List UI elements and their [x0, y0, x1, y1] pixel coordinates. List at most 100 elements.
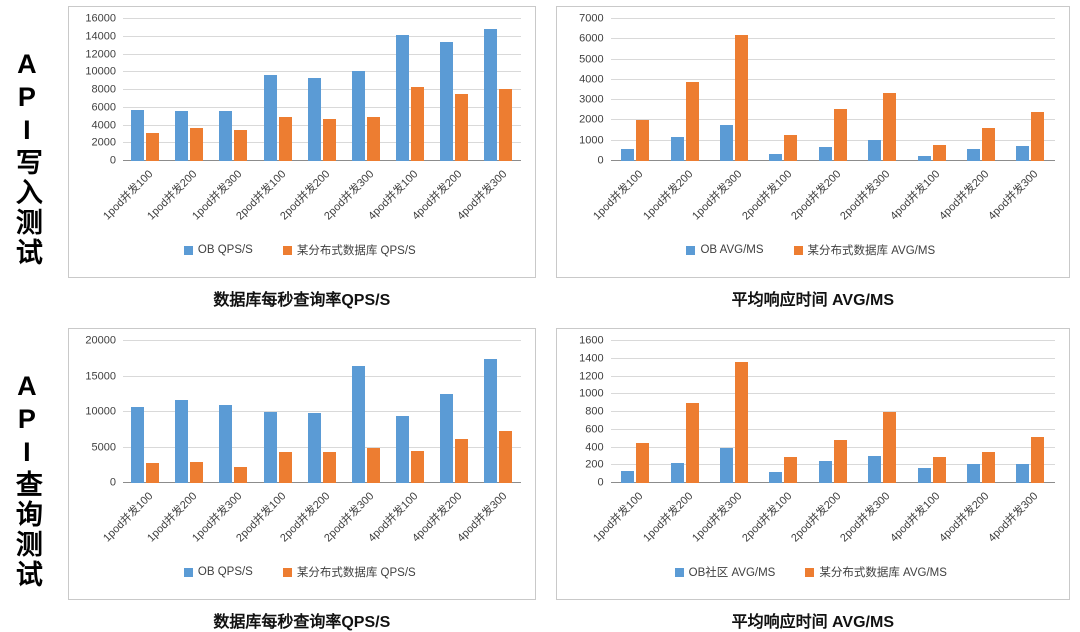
- bar-group: [344, 19, 388, 161]
- legend-swatch: [282, 245, 292, 255]
- legend: OB社区 AVG/MS 某分布式数据库 AVG/MS: [567, 561, 1055, 583]
- bar-group: [808, 341, 857, 483]
- bar-group: [344, 341, 388, 483]
- plot-area: [610, 340, 1055, 483]
- bar: [455, 94, 469, 161]
- bar: [263, 74, 277, 161]
- bar-group: [808, 19, 857, 161]
- y-tick-label: 1000: [579, 387, 604, 400]
- y-tick-label: 0: [597, 154, 604, 167]
- chart-block-query-avg: 0 200 400 600 800 1000 1200 1400 1600 1pod并发100 1…: [555, 328, 1070, 632]
- legend-label: 某分布式数据库 QPS/S: [296, 567, 416, 579]
- y-axis: 0 2000 4000 6000 8000 10000 12000 14000 16000: [79, 13, 123, 166]
- y-tick-label: 1200: [579, 370, 604, 382]
- gridline: [610, 464, 1055, 466]
- legend-swatch: [686, 245, 696, 255]
- gridline: [610, 357, 1055, 359]
- bar-group: [857, 19, 906, 161]
- gridline: [123, 71, 521, 73]
- bar: [868, 139, 882, 161]
- bar: [735, 35, 749, 161]
- legend-item: OB AVG/MS: [686, 244, 764, 256]
- legend-label: OB AVG/MS: [700, 244, 764, 256]
- bar: [351, 71, 365, 161]
- chart-title-write-avg: 平均响应时间 AVG/MS: [731, 292, 894, 309]
- legend-label: OB社区 AVG/MS: [688, 567, 776, 579]
- legend-swatch: [183, 245, 193, 255]
- bar: [278, 116, 292, 161]
- gridline: [610, 18, 1055, 19]
- gridlines: [123, 18, 521, 161]
- legend-label: OB QPS/S: [197, 566, 253, 578]
- gridline: [123, 53, 521, 55]
- y-tick-label: 16000: [85, 12, 116, 25]
- gridline: [610, 375, 1055, 377]
- x-axis-labels: 1pod并发100 1pod并发200 1pod并发300 2pod并发100 2pod…: [592, 483, 1055, 561]
- bar: [411, 87, 425, 161]
- gridline: [610, 38, 1055, 40]
- bar-group: [167, 341, 211, 483]
- bar-group: [1006, 19, 1055, 161]
- y-tick-label: 0: [597, 476, 604, 489]
- bar: [981, 127, 995, 161]
- bar: [307, 413, 321, 483]
- chart-title-write-qps: 数据库每秒查询率QPS/S: [213, 292, 391, 309]
- x-axis-label: 1pod并发100: [591, 168, 646, 223]
- x-cell: 4pod并发300: [987, 161, 1055, 239]
- bar: [818, 146, 832, 161]
- x-axis-label: 1pod并发100: [591, 490, 646, 545]
- y-tick-label: 14000: [85, 30, 116, 43]
- y-tick-label: 600: [585, 423, 604, 436]
- legend-label: 某分布式数据库 QPS/S: [296, 245, 416, 257]
- bar-group: [907, 341, 956, 483]
- bar: [190, 462, 204, 483]
- bar: [440, 394, 454, 483]
- y-tick-label: 4000: [91, 119, 116, 131]
- gridlines: [123, 340, 521, 483]
- y-tick-label: 10000: [85, 65, 116, 78]
- bar-group: [907, 19, 956, 161]
- bar-group: [256, 19, 300, 161]
- gridline: [610, 482, 1055, 483]
- bar-groups: [123, 19, 521, 161]
- bar: [263, 412, 277, 483]
- bar-group: [256, 341, 300, 483]
- bar: [175, 399, 189, 483]
- bar-group: [123, 341, 167, 483]
- bar: [146, 132, 160, 161]
- row-label-api-query-test: API查询测试: [11, 370, 42, 590]
- y-tick-label: 5000: [579, 53, 604, 66]
- y-tick-label: 200: [585, 458, 604, 471]
- gridline: [610, 393, 1055, 395]
- y-tick-label: 12000: [85, 48, 116, 60]
- legend-item: OB QPS/S: [183, 566, 253, 578]
- y-tick-label: 0: [109, 476, 116, 489]
- bar-group: [300, 341, 344, 483]
- y-axis: 0 200 400 600 800 1000 1200 1400 1600: [567, 335, 611, 488]
- bar: [366, 448, 380, 483]
- bar: [440, 42, 454, 161]
- y-axis: 0 1000 2000 3000 4000 5000 6000 7000: [567, 13, 611, 166]
- bar: [621, 471, 635, 483]
- bar: [351, 365, 365, 483]
- gridline: [610, 160, 1055, 161]
- y-tick-label: 5000: [91, 441, 116, 453]
- bar: [670, 136, 684, 161]
- chart-panel-write-avg: 0 1000 2000 3000 4000 5000 6000 7000 1pod并发100 1…: [555, 6, 1070, 278]
- bar: [636, 120, 650, 161]
- row-label-api-write-test: API写入测试: [11, 48, 42, 268]
- bar: [833, 109, 847, 161]
- y-tick-label: 7000: [579, 12, 604, 25]
- gridline: [123, 18, 521, 19]
- chart-block-write-avg: 0 1000 2000 3000 4000 5000 6000 7000 1pod并发100 1…: [555, 6, 1070, 310]
- gridline: [123, 375, 521, 377]
- legend-item: OB社区 AVG/MS: [674, 564, 776, 580]
- legend-item: 某分布式数据库 AVG/MS: [805, 564, 947, 580]
- gridline: [610, 78, 1055, 80]
- bar: [917, 467, 931, 483]
- bar-groups: [123, 341, 521, 483]
- bar: [411, 451, 425, 483]
- chart-area: 0 1000 2000 3000 4000 5000 6000 7000: [567, 13, 1055, 166]
- bar-group: [759, 341, 808, 483]
- bar-group: [956, 341, 1005, 483]
